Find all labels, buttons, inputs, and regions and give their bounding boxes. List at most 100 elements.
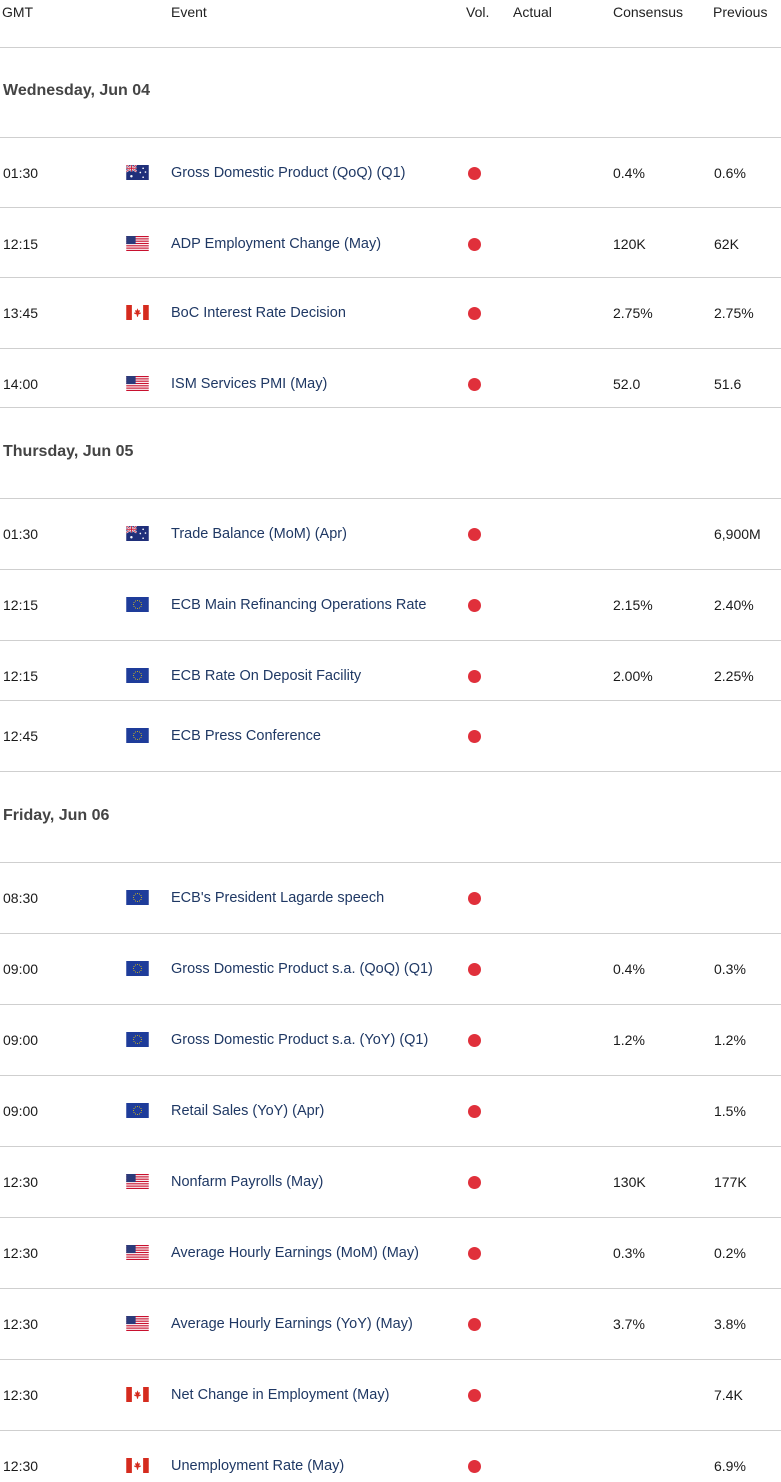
- day-header: Friday, Jun 06: [3, 807, 110, 824]
- flag-eu-icon: [126, 668, 149, 683]
- volatility-high-icon: [468, 730, 481, 743]
- event-time: 12:30: [3, 1174, 39, 1190]
- row-divider: [0, 1075, 781, 1076]
- event-name-link[interactable]: ECB Press Conference: [171, 728, 321, 744]
- event-name-link[interactable]: ADP Employment Change (May): [171, 236, 382, 252]
- volatility-high-icon: [468, 1389, 481, 1402]
- previous-value: 177K: [714, 1174, 747, 1190]
- event-time: 09:00: [3, 1103, 39, 1119]
- event-name-link[interactable]: ECB Main Refinancing Operations Rate: [171, 597, 427, 613]
- event-time: 09:00: [3, 961, 39, 977]
- event-name-link[interactable]: Average Hourly Earnings (YoY) (May): [171, 1316, 413, 1332]
- consensus-value: 0.4%: [613, 961, 645, 977]
- flag-us-icon: [126, 376, 149, 391]
- volatility-high-icon: [468, 238, 481, 251]
- event-time: 12:45: [3, 728, 39, 744]
- row-divider: [0, 700, 781, 701]
- event-name-link[interactable]: Gross Domestic Product s.a. (YoY) (Q1): [171, 1032, 429, 1048]
- flag-us-icon: [126, 1316, 149, 1331]
- column-header-actual[interactable]: Actual: [513, 4, 552, 20]
- flag-ca-icon: [126, 1458, 149, 1473]
- event-name-link[interactable]: Retail Sales (YoY) (Apr): [171, 1103, 325, 1119]
- day-header: Thursday, Jun 05: [3, 443, 134, 460]
- consensus-value: 1.2%: [613, 1032, 645, 1048]
- flag-eu-icon: [126, 890, 149, 905]
- event-time: 12:15: [3, 668, 39, 684]
- row-divider: [0, 569, 781, 570]
- event-time: 08:30: [3, 890, 39, 906]
- event-time: 09:00: [3, 1032, 39, 1048]
- previous-value: 6.9%: [714, 1458, 746, 1474]
- volatility-high-icon: [468, 1105, 481, 1118]
- event-name-link[interactable]: ECB's President Lagarde speech: [171, 890, 385, 906]
- previous-value: 2.25%: [714, 668, 754, 684]
- row-divider: [0, 1430, 781, 1431]
- event-name-link[interactable]: Gross Domestic Product (QoQ) (Q1): [171, 165, 406, 181]
- flag-eu-icon: [126, 597, 149, 612]
- flag-ca-icon: [126, 305, 149, 320]
- column-header-event[interactable]: Event: [171, 4, 207, 20]
- previous-value: 3.8%: [714, 1316, 746, 1332]
- volatility-high-icon: [468, 528, 481, 541]
- flag-au-icon: [126, 526, 149, 541]
- consensus-value: 130K: [613, 1174, 646, 1190]
- volatility-high-icon: [468, 1247, 481, 1260]
- column-header-vol[interactable]: Vol.: [466, 4, 490, 20]
- previous-value: 2.40%: [714, 597, 754, 613]
- event-name-link[interactable]: Net Change in Employment (May): [171, 1387, 390, 1403]
- volatility-high-icon: [468, 963, 481, 976]
- event-name-link[interactable]: Unemployment Rate (May): [171, 1458, 345, 1474]
- volatility-high-icon: [468, 1034, 481, 1047]
- day-header: Wednesday, Jun 04: [3, 82, 151, 99]
- row-divider: [0, 277, 781, 278]
- row-divider: [0, 498, 781, 499]
- event-time: 12:30: [3, 1458, 39, 1474]
- row-divider: [0, 640, 781, 641]
- volatility-high-icon: [468, 670, 481, 683]
- flag-eu-icon: [126, 728, 149, 743]
- flag-au-icon: [126, 165, 149, 180]
- event-time: 12:15: [3, 597, 39, 613]
- previous-value: 0.3%: [714, 961, 746, 977]
- previous-value: 0.2%: [714, 1245, 746, 1261]
- flag-us-icon: [126, 1245, 149, 1260]
- consensus-value: 3.7%: [613, 1316, 645, 1332]
- volatility-high-icon: [468, 1460, 481, 1473]
- header-divider: [0, 47, 781, 48]
- consensus-value: 0.3%: [613, 1245, 645, 1261]
- row-divider: [0, 407, 781, 408]
- event-name-link[interactable]: ECB Rate On Deposit Facility: [171, 668, 362, 684]
- event-time: 12:30: [3, 1387, 39, 1403]
- event-name-link[interactable]: Trade Balance (MoM) (Apr): [171, 526, 347, 542]
- previous-value: 2.75%: [714, 305, 754, 321]
- flag-us-icon: [126, 1174, 149, 1189]
- consensus-value: 52.0: [613, 376, 641, 392]
- event-name-link[interactable]: Gross Domestic Product s.a. (QoQ) (Q1): [171, 961, 433, 977]
- previous-value: 51.6: [714, 376, 742, 392]
- event-name-link[interactable]: Average Hourly Earnings (MoM) (May): [171, 1245, 419, 1261]
- row-divider: [0, 1217, 781, 1218]
- event-name-link[interactable]: Nonfarm Payrolls (May): [171, 1174, 324, 1190]
- column-header-gmt[interactable]: GMT: [2, 4, 34, 20]
- flag-us-icon: [126, 236, 149, 251]
- flag-eu-icon: [126, 1103, 149, 1118]
- column-header-previous[interactable]: Previous: [713, 4, 768, 20]
- row-divider: [0, 348, 781, 349]
- event-name-link[interactable]: BoC Interest Rate Decision: [171, 305, 346, 321]
- consensus-value: 120K: [613, 236, 646, 252]
- row-divider: [0, 137, 781, 138]
- row-divider: [0, 207, 781, 208]
- previous-value: 62K: [714, 236, 739, 252]
- flag-eu-icon: [126, 1032, 149, 1047]
- volatility-high-icon: [468, 892, 481, 905]
- volatility-high-icon: [468, 307, 481, 320]
- consensus-value: 2.00%: [613, 668, 653, 684]
- column-header-consensus[interactable]: Consensus: [613, 4, 684, 20]
- row-divider: [0, 1004, 781, 1005]
- previous-value: 6,900M: [714, 526, 761, 542]
- volatility-high-icon: [468, 599, 481, 612]
- event-time: 12:30: [3, 1245, 39, 1261]
- event-name-link[interactable]: ISM Services PMI (May): [171, 376, 328, 392]
- event-time: 14:00: [3, 376, 39, 392]
